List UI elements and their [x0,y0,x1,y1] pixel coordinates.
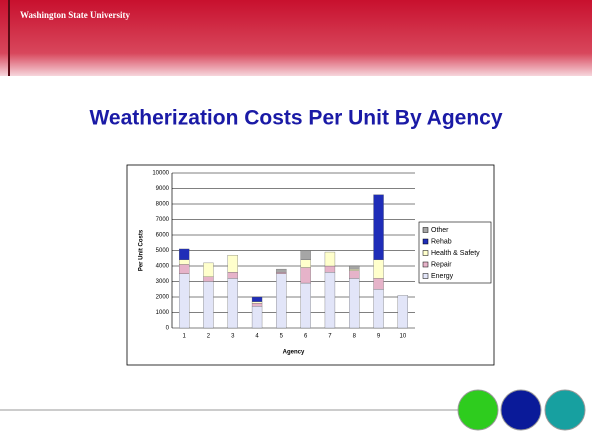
legend-swatch [422,273,429,279]
bar-segment [276,273,287,329]
bar-segment [276,268,287,273]
y-tick-label: 0 [166,326,170,332]
bar-segment [349,278,360,329]
y-tick-label: 6000 [156,233,170,239]
chart: 0 1000 2000 3000 4000 5000 6000 7000 8000 9000 100… [139,171,492,356]
legend-label: Health & Safety [431,250,480,257]
bar-segment [203,276,214,282]
y-tick-label: 4000 [156,264,170,270]
y-tick-label: 2000 [156,295,170,301]
legend-swatch [422,227,429,233]
bar-segment [373,289,384,329]
legend-swatch [422,250,429,256]
bar-segment [373,259,384,279]
legend-label: Other [431,227,449,234]
bar-segment [178,264,190,274]
y-tick-label: 3000 [156,279,170,285]
x-tick-label: 2 [207,334,211,340]
y-tick-label: 8000 [156,202,170,208]
circle-navy [500,389,542,431]
bar-segment [251,303,263,307]
legend-swatch [422,261,429,268]
y-tick-label: 1000 [156,310,170,316]
bar-segment [349,265,360,270]
bar-segment [203,281,214,329]
bar-segment [300,282,311,329]
x-tick-label: 1 [182,334,186,340]
bar-segment [300,267,311,284]
y-tick-label: 9000 [156,186,170,192]
bar-segment [251,306,263,329]
bar-segment [227,254,238,273]
x-tick-label: 7 [328,334,332,340]
y-tick-label: 5000 [156,248,170,254]
bar-segment [324,251,336,267]
slide-title: Weatherization Costs Per Unit By Agency [89,107,502,130]
logo: Washington State University [20,10,131,20]
bar-segment [324,265,336,273]
bar-segment [251,301,263,304]
bar-segment [373,194,384,260]
bar-segment [349,268,360,271]
bar-segment [276,272,287,274]
bar-segment [251,296,263,302]
legend-box [418,221,492,284]
bar-segment [227,278,238,329]
x-tick-label: 10 [400,334,407,340]
header-band [0,0,592,76]
circle-teal [544,389,586,431]
x-tick-label: 6 [304,334,308,340]
legend-swatch [422,238,429,245]
bar-segment [178,273,190,329]
legend-label: Rehab [431,238,452,245]
circle-green [457,389,499,431]
bar-segment [397,295,409,329]
x-tick-label: 5 [280,334,284,340]
y-tick-label: 10000 [152,171,169,177]
x-tick-label: 4 [255,334,259,340]
bar-segment [178,248,190,260]
y-axis-label: Per Unit Costs [139,229,145,271]
bar-segment [300,250,311,260]
bar-segment [227,272,238,279]
x-axis-label: Agency [283,350,305,356]
x-tick-label: 9 [377,334,381,340]
bar-segment [300,259,311,268]
bar-segment [203,262,214,277]
bar-segment [349,270,360,279]
x-tick-label: 3 [231,334,235,340]
y-tick-label: 7000 [156,217,170,223]
bar-segment [324,272,336,329]
legend-label: Energy [431,273,454,280]
bar-segment [178,259,190,265]
x-tick-label: 8 [353,334,357,340]
bar-segment [373,278,384,290]
legend-label: Repair [431,261,452,268]
